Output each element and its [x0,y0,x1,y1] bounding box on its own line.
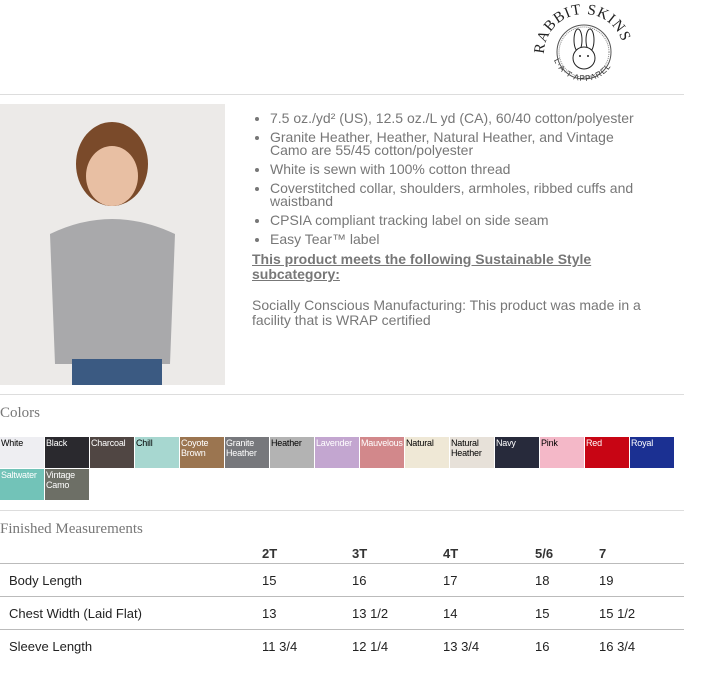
divider [0,94,684,95]
color-swatch[interactable]: Natural Heather [450,437,494,468]
rabbit-skins-logo: RABBIT SKINS L·A·T APPAREL [532,2,636,92]
size-header: 3T [352,545,368,561]
color-swatch[interactable]: Mauvelous [360,437,404,468]
measurement-value: 16 3/4 [599,629,684,662]
size-header: 4T [443,545,459,561]
measurements-title: Finished Measurements [0,521,143,537]
measurement-value: 16 [352,563,443,597]
color-swatch[interactable]: Charcoal [90,437,134,468]
color-swatch[interactable]: Coyote Brown [180,437,224,468]
measurement-value: 15 [262,563,352,597]
color-swatch[interactable]: Heather [270,437,314,468]
table-row: Chest Width (Laid Flat) 13 13 1/2 14 15 15 1/… [0,596,684,630]
measurement-value: 13 [262,596,352,630]
measurement-value: 11 3/4 [262,629,352,662]
color-swatch[interactable]: Natural [405,437,449,468]
measurement-value: 14 [443,596,535,630]
measurement-value: 15 1/2 [599,596,684,630]
color-swatch[interactable]: Lavender [315,437,359,468]
divider [0,510,684,511]
color-swatch[interactable]: Vintage Camo [45,469,89,500]
measurement-value: 13 1/2 [352,596,443,630]
color-swatch[interactable]: Red [585,437,629,468]
feature-item: 7.5 oz./yd² (US), 12.5 oz./L yd (CA), 60… [270,111,652,125]
color-swatch[interactable]: Pink [540,437,584,468]
size-header: 2T [262,545,278,561]
measurement-value: 18 [535,563,599,597]
colors-title: Colors [0,405,41,421]
color-swatch[interactable]: Chill [135,437,179,468]
feature-item: Granite Heather, Heather, Natural Heathe… [270,130,652,157]
measurement-value: 15 [535,596,599,630]
measurement-value: 19 [599,563,684,597]
row-label: Chest Width (Laid Flat) [0,596,262,630]
sustainable-text: Socially Conscious Manufacturing: This p… [252,297,641,328]
feature-item: CPSIA compliant tracking label on side s… [270,213,652,227]
size-header: 5/6 [535,545,554,561]
color-swatch[interactable]: Granite Heather [225,437,269,468]
divider [0,394,684,395]
row-label: Body Length [0,563,262,597]
color-swatch[interactable]: Navy [495,437,539,468]
measurement-value: 17 [443,563,535,597]
measurement-value: 16 [535,629,599,662]
feature-item: Coverstitched collar, shoulders, armhole… [270,181,652,208]
color-swatch[interactable]: Royal [630,437,674,468]
sustainable-heading[interactable]: This product meets the following Sustain… [252,251,592,282]
feature-item: Easy Tear™ label [270,232,652,246]
size-header: 7 [599,545,607,561]
measurement-value: 12 1/4 [352,629,443,662]
table-row: Sleeve Length 11 3/4 12 1/4 13 3/4 16 16 3/4 [0,629,684,662]
product-features: 7.5 oz./yd² (US), 12.5 oz./L yd (CA), 60… [252,111,652,328]
color-swatch[interactable]: Saltwater [0,469,44,500]
feature-item: White is sewn with 100% cotton thread [270,162,652,176]
row-label: Sleeve Length [0,629,262,662]
table-row: Body Length 15 16 17 18 19 [0,563,684,597]
measurements-table: 2T 3T 4T 5/6 7 Body Length 15 16 17 18 19 Chest Wi… [0,543,684,662]
color-swatch[interactable]: Black [45,437,89,468]
color-swatch[interactable]: White [0,437,44,468]
measurement-value: 13 3/4 [443,629,535,662]
product-photo [0,104,225,385]
